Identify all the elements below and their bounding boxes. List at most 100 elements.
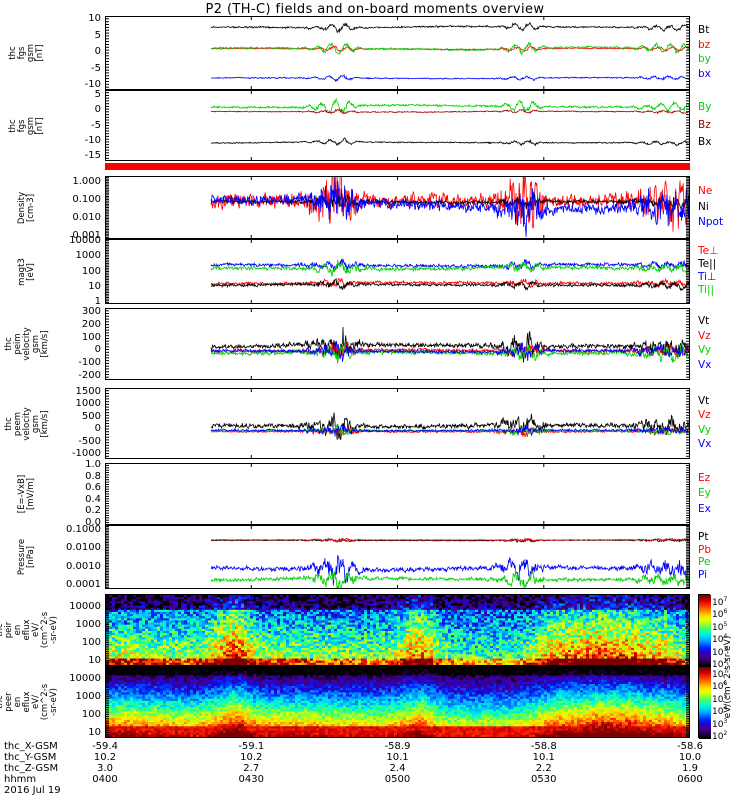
legend-efield-Ez: Ez [698, 471, 711, 484]
legend-peem-velocity-Vt: Vt [698, 395, 710, 408]
peir-colorbar-tick-6: 106 [712, 608, 728, 621]
peer-colorbar-tick-4: 104 [712, 705, 728, 718]
peer-colorbar-tick-2: 102 [712, 730, 728, 742]
ytick-peir-energy-spectrogram-2: 100 [81, 636, 101, 648]
legend-peim-velocity-Vz: Vz [698, 329, 711, 342]
legend-peem-velocity-Vz: Vz [698, 409, 711, 422]
legend-density-Ne: Ne [698, 184, 713, 197]
ylabel-peim-velocity: thc peim velocity gsm [km/s] [3, 327, 50, 361]
panel-peir-energy-spectrogram [105, 594, 690, 666]
status-bar-red [105, 163, 690, 170]
legend-fgs-gsm-components-Bt: Bt [698, 23, 710, 36]
legend-peem-velocity-Vx: Vx [698, 437, 712, 450]
legend-temperature-Ti: Ti⊥ [698, 271, 717, 283]
ytick-fgs-gsm-components-3: -5 [91, 62, 101, 74]
legend-fgs-gsm-components-by: by [698, 53, 711, 66]
ytick-peer-energy-spectrogram-2: 100 [81, 708, 101, 720]
ylabel-temperature: magt3 [eV] [17, 257, 36, 286]
ytick-fgs-gsm-components-0: 10 [88, 13, 101, 25]
ytick-peer-energy-spectrogram-3: 10 [88, 726, 101, 738]
xaxis-z_gsm-0400: 3.0 [97, 763, 113, 774]
legend-temperature-Te: Te|| [698, 258, 717, 270]
panel-fgs-gsm-components [105, 16, 690, 90]
xaxis-rowlabel-x_gsm: thc_X-GSM [4, 741, 58, 752]
xaxis-x_gsm-0430: -59.1 [238, 741, 265, 752]
ytick-peim-velocity-2: 100 [81, 331, 101, 343]
ytick-fgs-gsm-BxByBz-3: -10 [84, 134, 101, 146]
legend-peim-velocity-Vx: Vx [698, 358, 712, 371]
legend-pressure-Pb: Pb [698, 543, 711, 556]
panel-temperature [105, 239, 690, 304]
peir-colorbar-tick-5: 105 [712, 620, 728, 633]
legend-efield-Ey: Ey [698, 487, 711, 499]
legend-pressure-Pi: Pi [698, 569, 708, 582]
legend-pressure-Pe: Pe [698, 556, 711, 569]
ytick-peem-velocity-3: 0 [94, 423, 101, 435]
panel-pressure [105, 525, 690, 589]
xaxis-rowlabel-z_gsm: thc_Z-GSM [4, 763, 59, 774]
ytick-peer-energy-spectrogram-1: 1000 [75, 690, 101, 702]
legend-density-Npot: Npot [698, 216, 724, 229]
ytick-temperature-4: 1 [94, 295, 101, 307]
ylabel-fgs-gsm-components: thc fgs gsm [nT] [8, 43, 45, 63]
legend-temperature-Ti: Ti|| [698, 284, 715, 296]
xaxis-x_gsm-0500: -58.9 [384, 741, 411, 752]
ytick-peir-energy-spectrogram-3: 10 [88, 654, 101, 666]
xaxis-rowlabel-hhmm: hhmm [4, 774, 37, 785]
ytick-fgs-gsm-BxByBz-0: 5 [94, 88, 101, 100]
panel-fgs-gsm-BxByBz [105, 90, 690, 161]
ytick-peim-velocity-1: 200 [81, 318, 101, 330]
ytick-peem-velocity-1: 1000 [75, 398, 101, 410]
ytick-efield-4: 0.2 [85, 505, 101, 517]
legend-fgs-gsm-BxByBz-Bx: Bx [698, 136, 712, 149]
ytick-peem-velocity-5: -1000 [71, 448, 101, 460]
legend-fgs-gsm-components-bx: bx [698, 68, 711, 81]
ylabel-peem-velocity: thc peem velocity gsm [km/s] [3, 406, 50, 441]
panel-peem-velocity [105, 388, 690, 459]
panel-peer-energy-spectrogram [105, 666, 690, 738]
xaxis-x_gsm-0600: -58.6 [677, 741, 703, 752]
xaxis-hhmm-0600: 0600 [677, 774, 703, 785]
page-title: P2 (TH-C) fields and on-board moments ov… [205, 2, 545, 17]
xaxis-y_gsm-0600: 10.0 [678, 752, 702, 763]
ytick-temperature-2: 100 [81, 265, 101, 277]
ytick-fgs-gsm-BxByBz-2: -5 [91, 119, 101, 131]
ytick-peem-velocity-2: 500 [81, 410, 101, 422]
xaxis-z_gsm-0530: 2.2 [535, 763, 552, 774]
xaxis-x_gsm-0400: -59.4 [92, 741, 118, 752]
ytick-fgs-gsm-components-1: 5 [94, 29, 101, 41]
legend-peem-velocity-Vy: Vy [698, 423, 712, 436]
xaxis-y_gsm-0530: 10.1 [532, 752, 555, 763]
ytick-density-2: 0.010 [72, 212, 101, 224]
peer-colorbar [698, 666, 711, 740]
panel-efield [105, 463, 690, 525]
xaxis-hhmm-0530: 0530 [531, 774, 557, 785]
peer-colorbar-tick-5: 105 [712, 692, 728, 705]
ytick-temperature-3: 10 [88, 280, 101, 292]
legend-fgs-gsm-components-bz: bz [698, 38, 711, 51]
xaxis-hhmm-0430: 0430 [238, 774, 264, 785]
peir-colorbar-tick-7: 107 [712, 596, 728, 608]
ytick-fgs-gsm-components-2: 0 [94, 46, 101, 58]
xaxis-y_gsm-0400: 10.2 [93, 752, 117, 763]
ytick-pressure-2: 0.0010 [66, 560, 101, 572]
ytick-density-0: 1.000 [72, 176, 101, 188]
panel-density [105, 176, 690, 239]
xaxis-x_gsm-0530: -58.8 [530, 741, 557, 752]
ytick-peim-velocity-4: -100 [78, 357, 101, 369]
xaxis-rowlabel-y_gsm: thc_Y-GSM [4, 752, 57, 763]
xaxis-z_gsm-0430: 2.7 [243, 763, 260, 774]
xaxis-y_gsm-0430: 10.2 [240, 752, 263, 763]
ytick-fgs-gsm-BxByBz-1: 0 [94, 104, 101, 116]
ytick-efield-1: 0.8 [85, 470, 101, 482]
legend-pressure-Pt: Pt [698, 530, 709, 543]
ytick-pressure-1: 0.0100 [66, 542, 101, 554]
ytick-temperature-1: 1000 [75, 250, 101, 262]
legend-efield-Ex: Ex [698, 502, 711, 515]
panel-peim-velocity [105, 308, 690, 380]
ytick-peer-energy-spectrogram-0: 10000 [69, 672, 101, 684]
legend-temperature-Te: Te⊥ [698, 245, 719, 257]
ylabel-peer-energy-spectrogram: thc peer en eflux eV/(cm^2-s -sr-eV) [0, 683, 59, 721]
peer-colorbar-tick-7: 107 [712, 668, 728, 680]
